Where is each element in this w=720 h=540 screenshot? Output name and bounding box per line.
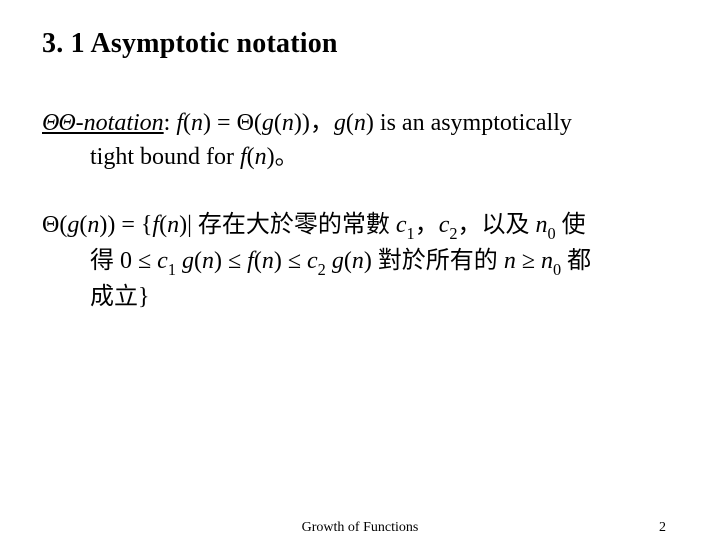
term-theta-notation: ΘΘ-notation [42, 110, 164, 136]
paragraph-theta-definition: ΘΘ-notation: f(n) = Θ(g(n))，g(n) is an a… [42, 106, 678, 174]
paragraph-theta-definition-line2: tight bound for f(n)。 [42, 140, 678, 174]
section-title: 3. 1 Asymptotic notation [42, 28, 678, 60]
paragraph-theta-set-line2: 得 0 ≤ c1 g(n) ≤ f(n) ≤ c2 g(n) 對於所有的 n ≥… [42, 244, 678, 280]
paragraph-theta-set-line3: 成立} [42, 280, 678, 314]
page-number: 2 [659, 520, 666, 536]
paragraph-theta-set: Θ(g(n)) = {f(n)| 存在大於零的常數 c1，c2，以及 n0 使 … [42, 208, 678, 314]
footer-title: Growth of Functions [302, 520, 419, 536]
